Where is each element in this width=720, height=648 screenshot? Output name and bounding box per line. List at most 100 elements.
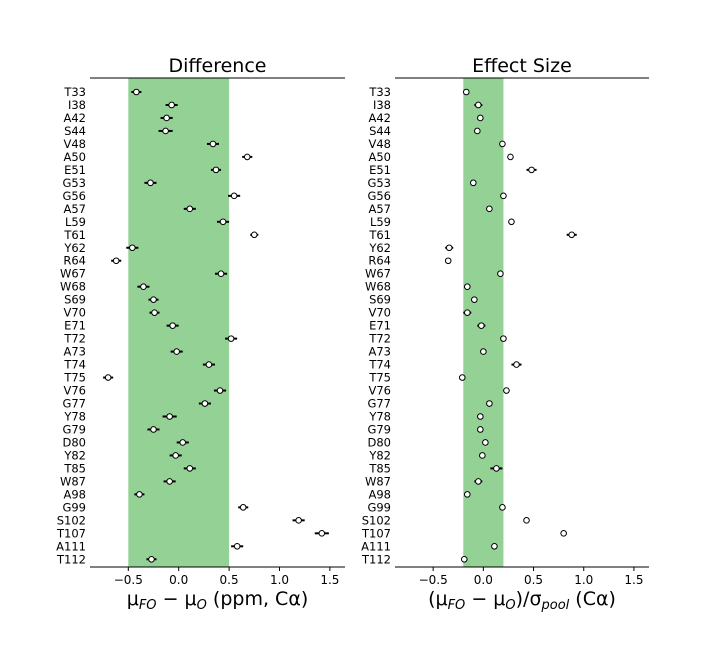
category-label: E71 — [64, 319, 86, 333]
category-label: A98 — [63, 487, 86, 501]
data-point — [217, 270, 225, 278]
category-label: W67 — [365, 267, 391, 281]
data-point — [129, 244, 136, 252]
category-label: A42 — [63, 111, 86, 125]
category-label: R64 — [368, 254, 391, 268]
category-label: T61 — [63, 228, 86, 242]
category-label: T74 — [368, 358, 391, 372]
data-point — [513, 361, 520, 368]
category-label: V48 — [63, 137, 86, 151]
category-label: L59 — [65, 215, 86, 229]
data-point — [179, 439, 187, 446]
data-point — [568, 231, 575, 239]
x-axis-label-part: μ — [127, 588, 139, 610]
category-label: V48 — [368, 137, 391, 151]
x-axis-label-part: ) — [609, 588, 616, 610]
data-point — [166, 478, 173, 485]
x-tick-label: 0.5 — [524, 573, 543, 587]
category-label: Y82 — [63, 448, 86, 462]
data-point — [493, 465, 500, 472]
data-point — [151, 309, 158, 316]
data-point — [230, 192, 238, 200]
x-tick-label: −0.5 — [114, 573, 143, 587]
category-label: A111 — [361, 539, 391, 553]
category-label: S102 — [362, 513, 391, 527]
x-axis-label: μFO − μO (ppm, Cα) — [127, 588, 309, 613]
data-point — [166, 413, 173, 420]
data-point — [169, 322, 176, 329]
x-axis-label-part: − μ — [465, 588, 505, 610]
data-point — [499, 140, 506, 148]
category-label: S102 — [57, 513, 86, 527]
category-label: T72 — [63, 332, 86, 346]
category-label: S69 — [369, 293, 391, 307]
data-point — [486, 400, 493, 407]
category-label: W68 — [60, 280, 86, 294]
x-tick-label: 1.0 — [270, 573, 289, 587]
category-label: T61 — [368, 228, 391, 242]
x-tick-label: 0.0 — [474, 573, 493, 587]
x-tick-label: −0.5 — [419, 573, 448, 587]
data-point — [148, 555, 155, 563]
data-point — [463, 309, 471, 316]
data-point — [150, 296, 157, 303]
data-point — [233, 543, 241, 550]
data-point — [205, 361, 213, 368]
data-point — [458, 374, 466, 381]
data-point — [227, 335, 235, 342]
data-point — [201, 400, 209, 407]
category-label: R64 — [63, 254, 86, 268]
x-tick-label: 1.5 — [624, 573, 643, 587]
category-label: G56 — [62, 189, 86, 203]
category-label: A57 — [63, 202, 86, 216]
category-label: G99 — [62, 500, 86, 514]
data-point — [475, 101, 482, 109]
category-label: A111 — [56, 539, 86, 553]
category-label: W68 — [365, 280, 391, 294]
data-point — [497, 270, 504, 278]
data-point — [486, 205, 493, 213]
data-point — [295, 517, 302, 524]
data-point — [478, 322, 485, 329]
data-point — [243, 153, 251, 161]
category-label: W87 — [365, 474, 391, 488]
category-label: A50 — [63, 150, 86, 164]
data-point — [173, 348, 180, 355]
data-point — [463, 491, 471, 498]
data-point — [186, 205, 194, 213]
data-point — [462, 88, 470, 96]
data-point — [136, 491, 143, 498]
category-label: T112 — [56, 552, 86, 566]
panel-effect-size: Effect Size −0.5 0.0 0.5 1.0 1.5 (μFO − μO)/σ… — [361, 55, 649, 613]
category-label: L59 — [370, 215, 391, 229]
threshold-band — [128, 78, 230, 567]
data-point — [216, 387, 224, 394]
x-axis-label-part: )/σ — [516, 588, 542, 610]
data-point — [499, 504, 506, 511]
data-point — [500, 192, 507, 200]
category-label: T75 — [368, 371, 391, 385]
data-point — [477, 114, 484, 122]
x-tick-label: 1.5 — [320, 573, 339, 587]
data-point — [444, 257, 452, 265]
x-axis-label: (μFO − μO)/σpool (Cα) — [428, 588, 616, 613]
category-label: T33 — [368, 85, 391, 99]
category-label: T75 — [63, 371, 86, 385]
data-point — [491, 543, 498, 550]
x-axis-label-part: O — [505, 598, 515, 613]
panel-title: Difference — [169, 55, 267, 77]
x-axis-label-part: pool — [540, 598, 569, 613]
data-point — [470, 179, 477, 187]
data-point — [162, 127, 169, 135]
category-label: T72 — [368, 332, 391, 346]
category-label: S69 — [64, 293, 86, 307]
data-point — [460, 555, 468, 563]
category-label: A73 — [368, 345, 391, 359]
category-label: I38 — [373, 98, 391, 112]
x-axis-label-part: α — [596, 588, 609, 610]
x-axis-label-part: FO — [139, 598, 157, 613]
x-tick-label: 1.0 — [574, 573, 593, 587]
category-label: Y78 — [368, 410, 391, 424]
data-point — [474, 127, 481, 135]
data-point — [147, 179, 154, 187]
